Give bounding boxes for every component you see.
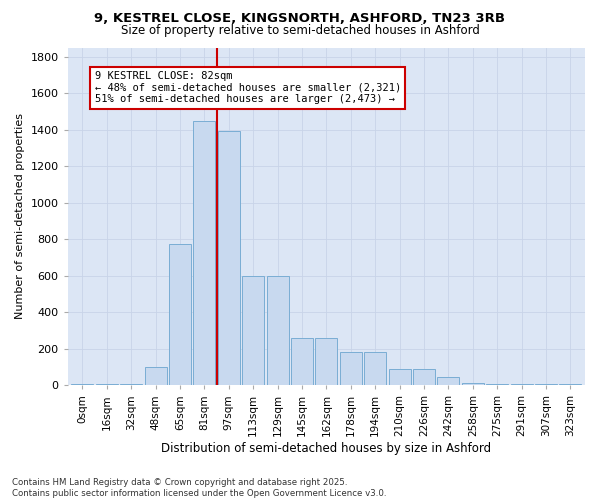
- Bar: [169, 244, 191, 386]
- Bar: [291, 338, 313, 386]
- Y-axis label: Number of semi-detached properties: Number of semi-detached properties: [15, 114, 25, 320]
- Bar: [389, 369, 410, 386]
- Bar: [145, 367, 167, 386]
- Bar: [559, 384, 581, 386]
- Text: 9 KESTREL CLOSE: 82sqm
← 48% of semi-detached houses are smaller (2,321)
51% of : 9 KESTREL CLOSE: 82sqm ← 48% of semi-det…: [95, 71, 401, 104]
- Bar: [340, 352, 362, 386]
- Text: Size of property relative to semi-detached houses in Ashford: Size of property relative to semi-detach…: [121, 24, 479, 37]
- Bar: [437, 377, 460, 386]
- Bar: [316, 338, 337, 386]
- Bar: [218, 132, 240, 386]
- Bar: [511, 384, 533, 386]
- Bar: [413, 369, 435, 386]
- Text: 9, KESTREL CLOSE, KINGSNORTH, ASHFORD, TN23 3RB: 9, KESTREL CLOSE, KINGSNORTH, ASHFORD, T…: [95, 12, 505, 26]
- Bar: [120, 384, 142, 386]
- X-axis label: Distribution of semi-detached houses by size in Ashford: Distribution of semi-detached houses by …: [161, 442, 491, 455]
- Bar: [535, 384, 557, 386]
- Bar: [96, 384, 118, 386]
- Bar: [193, 120, 215, 386]
- Text: Contains HM Land Registry data © Crown copyright and database right 2025.
Contai: Contains HM Land Registry data © Crown c…: [12, 478, 386, 498]
- Bar: [462, 384, 484, 386]
- Bar: [71, 384, 94, 386]
- Bar: [364, 352, 386, 386]
- Bar: [486, 384, 508, 386]
- Bar: [266, 276, 289, 386]
- Bar: [242, 276, 264, 386]
